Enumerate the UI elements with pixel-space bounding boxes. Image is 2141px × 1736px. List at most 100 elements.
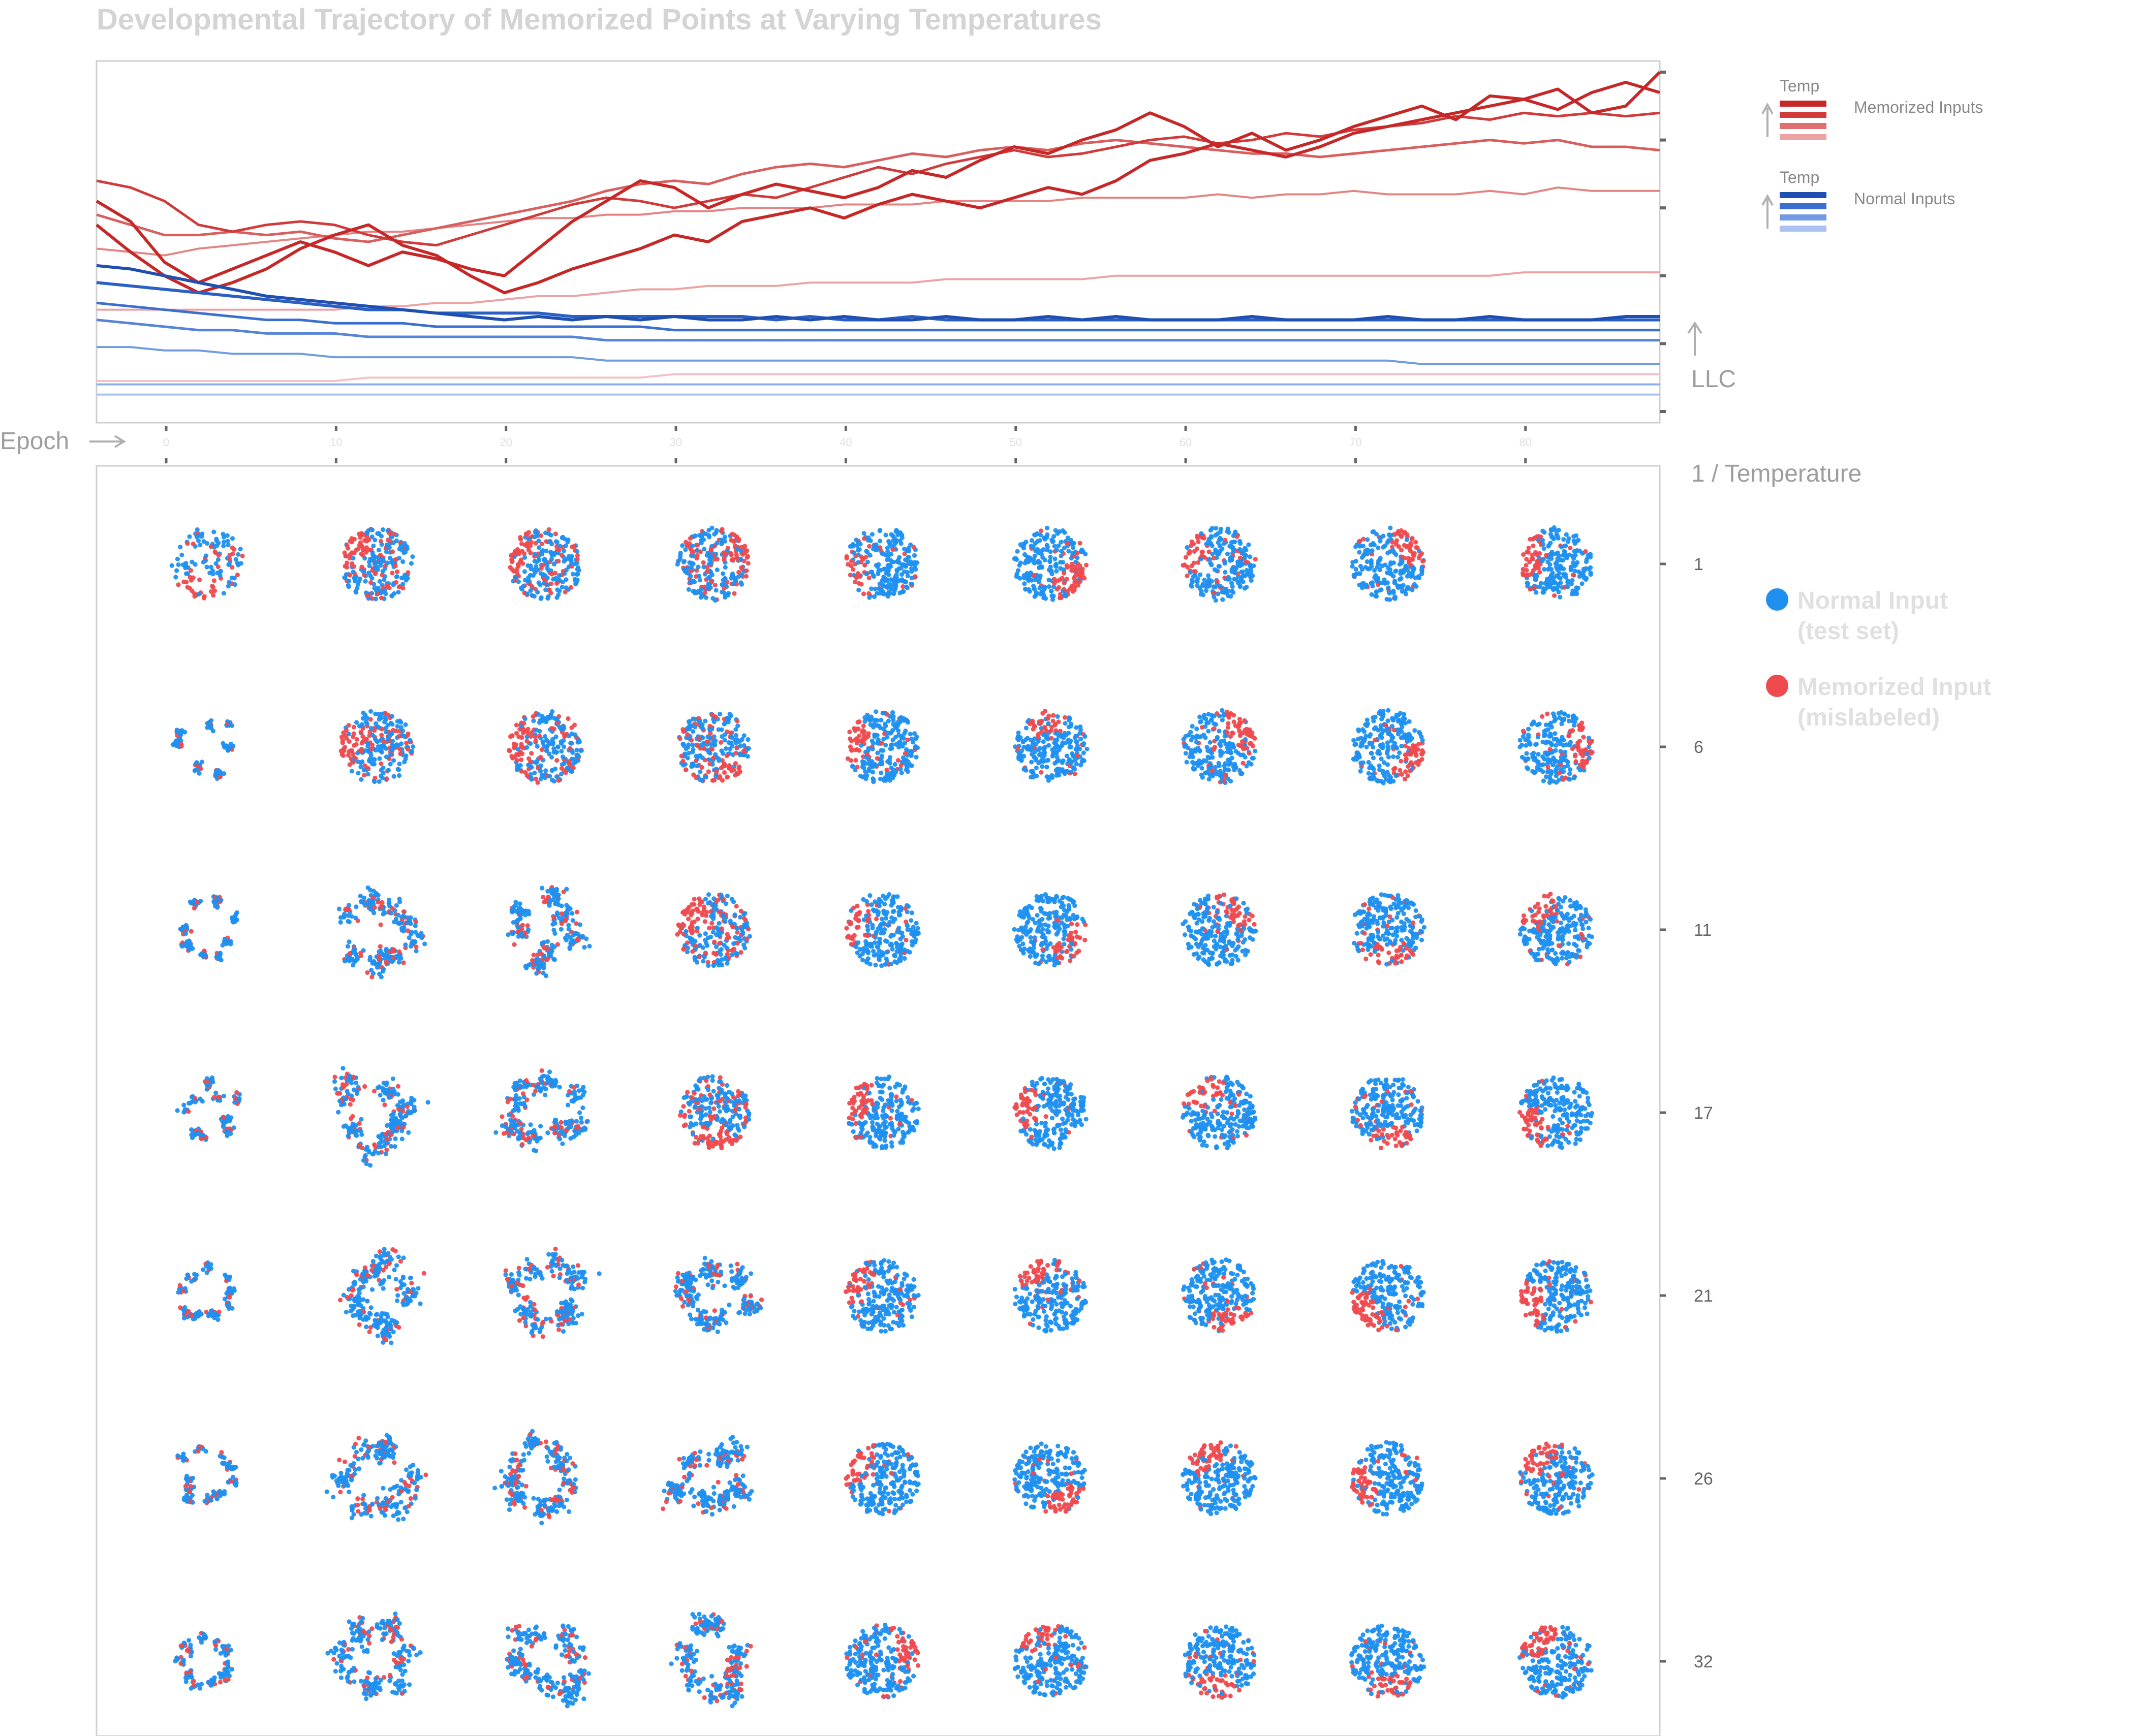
memorized-point xyxy=(212,588,218,593)
normal-point xyxy=(387,897,392,902)
memorized-point xyxy=(862,562,867,567)
memorized-point xyxy=(1231,713,1236,718)
normal-point xyxy=(1533,742,1538,747)
memorized-point xyxy=(192,594,197,599)
normal-point xyxy=(560,579,565,585)
normal-point xyxy=(233,911,239,917)
normal-point xyxy=(1581,569,1587,574)
memorized-point xyxy=(1074,567,1079,572)
normal-point xyxy=(1052,544,1057,549)
normal-point xyxy=(373,596,379,602)
memorized-point xyxy=(359,564,364,570)
normal-point xyxy=(909,569,914,574)
normal-point xyxy=(733,733,738,738)
normal-point xyxy=(1361,729,1367,734)
normal-point xyxy=(1054,569,1059,574)
memorized-point xyxy=(703,952,708,957)
normal-point xyxy=(557,544,563,549)
normal-point xyxy=(573,561,578,566)
normal-point xyxy=(1373,573,1378,578)
normal-point xyxy=(1364,559,1370,564)
normal-point xyxy=(1054,731,1060,736)
epoch-tick-label: 0 xyxy=(163,436,169,449)
memorized-point xyxy=(189,568,194,573)
normal-point xyxy=(746,737,751,742)
normal-point xyxy=(691,762,696,767)
normal-point xyxy=(1023,737,1029,742)
normal-point xyxy=(871,741,876,746)
normal-point xyxy=(396,556,402,561)
memorized-point xyxy=(568,746,573,751)
memorized-point xyxy=(853,757,858,763)
memorized-point xyxy=(861,591,866,596)
memorized-point xyxy=(890,547,895,552)
memorized-point xyxy=(721,550,726,555)
memorized-point xyxy=(1069,568,1074,573)
normal-point xyxy=(573,756,578,762)
normal-point xyxy=(546,568,551,573)
memorized-point xyxy=(1051,713,1056,718)
normal-point xyxy=(1549,556,1554,561)
normal-point xyxy=(342,914,347,920)
normal-point xyxy=(569,561,574,566)
normal-point xyxy=(377,579,382,584)
normal-point xyxy=(408,738,413,743)
normal-point xyxy=(1376,728,1381,733)
normal-point xyxy=(1206,729,1211,734)
normal-point xyxy=(1225,577,1230,582)
normal-point xyxy=(871,770,876,775)
memorized-point xyxy=(1225,730,1230,735)
memorized-point xyxy=(569,725,574,730)
normal-point xyxy=(721,571,726,576)
memorized-point xyxy=(717,941,722,946)
normal-point xyxy=(1588,552,1593,557)
normal-point xyxy=(706,963,711,968)
memorized-point xyxy=(526,548,531,553)
normal-point xyxy=(1565,763,1570,768)
memorized-point xyxy=(699,765,704,770)
memorized-point xyxy=(708,731,713,736)
normal-point xyxy=(1044,765,1049,770)
normal-point xyxy=(1526,733,1531,738)
normal-point xyxy=(1041,593,1047,598)
normal-point xyxy=(541,740,546,745)
normal-point xyxy=(725,894,730,899)
normal-point xyxy=(1555,533,1560,539)
normal-point xyxy=(1189,584,1194,589)
memorized-point xyxy=(704,739,709,744)
normal-point xyxy=(224,941,229,946)
normal-point xyxy=(187,534,192,539)
normal-point xyxy=(389,593,394,598)
normal-point xyxy=(893,540,898,545)
normal-point xyxy=(1181,737,1186,742)
normal-point xyxy=(575,549,580,554)
normal-point xyxy=(552,957,557,962)
normal-point xyxy=(874,547,879,552)
normal-point xyxy=(1548,531,1553,536)
memorized-point xyxy=(517,551,522,556)
normal-point xyxy=(571,572,576,577)
temperature-row-label: 11 xyxy=(1694,921,1712,940)
memorized-point xyxy=(518,536,523,542)
normal-point xyxy=(361,900,366,905)
memorized-point xyxy=(733,761,738,766)
normal-point xyxy=(698,769,703,774)
normal-point xyxy=(909,581,914,586)
normal-point xyxy=(384,730,389,735)
normal-point xyxy=(1549,553,1555,558)
normal-point xyxy=(1412,582,1417,587)
normal-point xyxy=(373,748,379,753)
normal-point xyxy=(737,752,743,757)
normal-point xyxy=(1248,562,1253,567)
memorized-point xyxy=(372,905,377,910)
memorized-point xyxy=(1528,587,1533,592)
normal-point xyxy=(1572,569,1577,574)
memorized-point xyxy=(1416,742,1421,747)
temperature-row-label: 21 xyxy=(1694,1286,1713,1306)
memorized-point xyxy=(1235,724,1240,729)
normal-point xyxy=(534,759,539,764)
memorized-point xyxy=(574,909,579,914)
normal-point xyxy=(1398,569,1403,574)
memorized-point xyxy=(1357,539,1362,544)
memorized-point xyxy=(379,733,384,738)
